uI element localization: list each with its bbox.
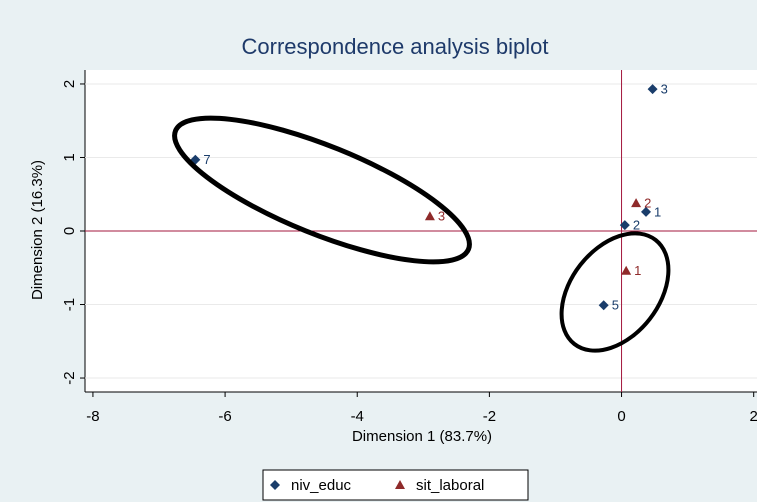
x-tick-label: 0 xyxy=(617,408,625,425)
y-tick-label: -2 xyxy=(61,371,78,384)
point-label: 1 xyxy=(654,204,661,219)
legend-marker xyxy=(395,480,405,489)
point xyxy=(619,220,630,231)
point-label: 2 xyxy=(644,196,651,211)
y-tick-label: 0 xyxy=(61,227,78,235)
x-tick-label: -4 xyxy=(351,408,364,425)
point xyxy=(424,211,435,221)
y-tick-label: 2 xyxy=(61,80,78,88)
point xyxy=(621,265,632,275)
y-axis-label: Dimension 2 (16.3%) xyxy=(29,160,46,300)
legend xyxy=(262,469,529,501)
point xyxy=(598,300,609,311)
y-tick-label: 1 xyxy=(61,153,78,161)
legend-marker xyxy=(270,480,280,490)
x-tick-label: -8 xyxy=(86,408,99,425)
point-label: 3 xyxy=(661,82,668,97)
point-label: 3 xyxy=(438,209,445,224)
point xyxy=(640,206,651,217)
annotation-ellipse xyxy=(172,115,472,265)
legend-label: niv_educ xyxy=(291,477,352,494)
x-tick-label: -2 xyxy=(483,408,496,425)
legend-label: sit_laboral xyxy=(416,477,484,494)
x-tick-label: -6 xyxy=(218,408,231,425)
annotation-ellipse xyxy=(559,231,671,353)
x-axis-label: Dimension 1 (83.7%) xyxy=(352,428,492,445)
point xyxy=(647,84,658,95)
point-label: 5 xyxy=(612,298,619,313)
x-tick-label: 2 xyxy=(750,408,757,425)
point-label: 7 xyxy=(203,152,210,167)
point xyxy=(631,198,642,208)
chart-title: Correspondence analysis biplot xyxy=(242,34,549,59)
y-tick-label: -1 xyxy=(61,298,78,311)
point-label: 1 xyxy=(634,263,641,278)
point-label: 2 xyxy=(633,218,640,233)
